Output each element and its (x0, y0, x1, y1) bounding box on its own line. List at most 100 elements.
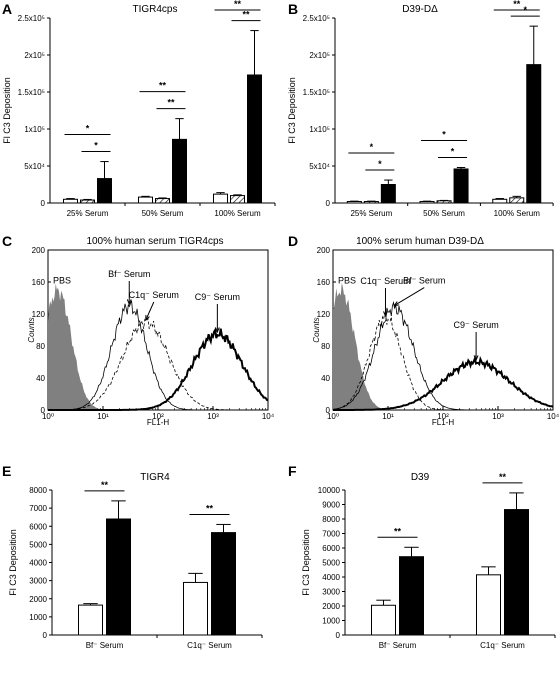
panel-b-category-label: 25% Serum (350, 209, 392, 218)
panel-a-significance-label: * (86, 124, 90, 134)
panel-f-y-tick-label: 1000 (322, 617, 340, 626)
panel-e-title: TIGR4 (140, 472, 170, 483)
panel-a-significance-label: ** (167, 98, 175, 108)
panel-d-y-tick-label: 200 (317, 246, 331, 255)
panel-f-significance-label: ** (499, 472, 507, 482)
panel-f-y-tick-label: 6000 (322, 544, 340, 553)
panel-d-x-tick-label: 10⁰ (327, 412, 339, 421)
panel-a-category-label: 50% Serum (142, 209, 184, 218)
panel-f-y-tick-label: 10000 (318, 486, 341, 495)
panel-a-y-tick-label: 2x10⁵ (24, 51, 45, 60)
panel-d-x-axis-label: FL1-H (432, 418, 454, 427)
panel-d-x-tick-label: 10² (437, 412, 449, 421)
panel-d-series-label: C9⁻ Serum (453, 320, 498, 330)
panel-e-bar (78, 604, 103, 636)
panel-d-y-tick-label: 160 (317, 278, 331, 287)
panel-c-y-tick-label: 0 (41, 406, 46, 415)
panel-e-y-tick-label: 0 (43, 631, 48, 640)
panel-c-y-tick-label: 40 (36, 374, 45, 383)
panel-a-y-tick-label: 2.5x10⁵ (18, 14, 45, 23)
panel-b-y-tick-label: 1.5x10⁵ (303, 88, 330, 97)
panel-b-y-axis-label: Fl C3 Deposition (287, 77, 297, 144)
panel-a-title: TIGR4cps (132, 4, 177, 15)
panel-a-bar (63, 198, 78, 204)
panel-c-arrow-head (214, 327, 220, 334)
panel-d-histogram-bf-serum (332, 300, 553, 411)
panel-a-y-tick-label: 1x10⁵ (24, 125, 45, 134)
panel-f-y-tick-label: 4000 (322, 573, 340, 582)
panel-c-title: 100% human serum TIGR4cps (86, 236, 223, 247)
panel-b-category-label: 50% Serum (423, 209, 465, 218)
panel-b-y-tick-label: 2.5x10⁵ (303, 14, 330, 23)
panel-f-y-tick-label: 3000 (322, 588, 340, 597)
panel-b-category-label: 100% Serum (494, 209, 541, 218)
panel-b-bar (509, 197, 525, 204)
panel-e-significance-label: ** (206, 503, 214, 513)
panel-a-bar (213, 193, 228, 204)
panel-e-y-tick-label: 6000 (29, 522, 47, 531)
panel-c-series-label: PBS (53, 276, 71, 286)
panel-b-bar (380, 184, 396, 204)
panel-e-bar (211, 532, 236, 636)
panel-a-bar (247, 74, 262, 204)
panel-b-y-tick-label: 0 (326, 199, 331, 208)
panel-f-y-tick-label: 7000 (322, 530, 340, 539)
panel-b-significance-label: ** (513, 0, 521, 9)
panel-a-bar (138, 196, 153, 204)
panel-d-y-tick-label: 120 (317, 310, 331, 319)
panel-a-y-axis-label: Fl C3 Deposition (2, 77, 12, 144)
panel-d-x-tick-label: 10⁴ (547, 412, 560, 421)
panel-label-a: A (2, 1, 12, 17)
panel-label-b: B (288, 1, 298, 17)
panel-b-significance-label: * (451, 146, 455, 156)
panel-c-series-label: C1q⁻ Serum (129, 290, 179, 300)
panel-f-category-label: C1q⁻ Serum (480, 641, 525, 650)
panel-f-y-tick-label: 9000 (322, 501, 340, 510)
panel-c-series-label: C9⁻ Serum (195, 292, 240, 302)
panel-a-y-tick-label: 5x10⁴ (24, 162, 45, 171)
panel-d-series-label: C1q⁻ Serum (360, 276, 410, 286)
panel-b-bar (346, 201, 362, 204)
panel-f-bar (476, 574, 501, 636)
panel-c-histogram-c1q-serum (48, 317, 268, 411)
panel-e-significance-label: ** (101, 480, 109, 490)
panel-e-y-tick-label: 8000 (29, 486, 47, 495)
panel-c-series-label: Bf⁻ Serum (108, 269, 150, 279)
panel-c-x-tick-label: 10⁴ (262, 412, 275, 421)
panel-e-y-axis-label: Fl C3 Deposition (8, 529, 18, 596)
panel-f-bar (371, 604, 396, 636)
panel-e-y-tick-label: 5000 (29, 540, 47, 549)
panel-d-y-tick-label: 0 (326, 406, 331, 415)
panel-e-y-tick-label: 7000 (29, 504, 47, 513)
panel-c-x-tick-label: 10² (152, 412, 164, 421)
panel-b-y-tick-label: 2x10⁵ (309, 51, 330, 60)
panel-a-significance-label: ** (242, 10, 250, 20)
panel-b-y-tick-label: 1x10⁵ (309, 125, 330, 134)
panel-d-arrow-head (393, 301, 400, 307)
panel-c-x-tick-label: 10⁰ (42, 412, 54, 421)
panel-c-x-axis-label: FL1-H (147, 418, 169, 427)
panel-c-y-tick-label: 80 (36, 342, 45, 351)
plots-layer: 0 5x10⁴ 1x10⁵ 1.5x10⁵ 2x10⁵ 2.5x10⁵ Fl C3 Depo… (2, 0, 560, 650)
panel-a-bar (80, 199, 95, 204)
panel-d-y-tick-label: 80 (321, 342, 330, 351)
panel-b-significance-label: * (442, 129, 446, 139)
panel-f-y-tick-label: 5000 (322, 559, 340, 568)
panel-d-arrow-head (473, 355, 479, 362)
panel-b-bar (492, 198, 508, 204)
panel-c-histogram-c9-serum (48, 327, 269, 411)
panel-c-y-axis-label: Counts (27, 317, 36, 342)
panel-f-significance-label: ** (394, 526, 402, 536)
panel-d-histogram-c9-serum (333, 355, 554, 411)
panel-e-y-tick-label: 1000 (29, 613, 47, 622)
panel-d-series-label: PBS (338, 276, 356, 286)
panel-a-y-tick-label: 1.5x10⁵ (18, 88, 45, 97)
panel-c-y-tick-label: 200 (32, 246, 46, 255)
panel-f-y-axis-label: Fl C3 Deposition (301, 529, 311, 596)
panel-d-x-tick-label: 10¹ (382, 412, 394, 421)
panel-a-significance-label: * (94, 141, 98, 151)
panel-a-bar (97, 178, 112, 204)
panel-c-arrow-head (126, 299, 132, 306)
panel-b-bar (363, 201, 379, 204)
panel-e-bar (183, 581, 208, 636)
